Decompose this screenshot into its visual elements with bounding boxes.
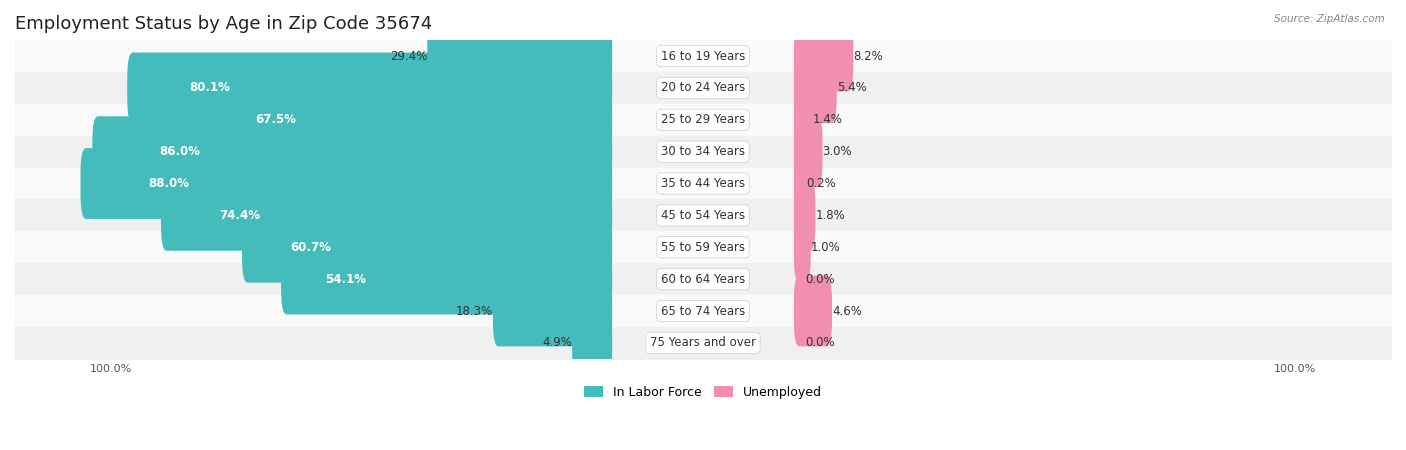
Text: 0.2%: 0.2% bbox=[806, 177, 835, 190]
Text: 16 to 19 Years: 16 to 19 Years bbox=[661, 50, 745, 63]
Text: 18.3%: 18.3% bbox=[456, 305, 494, 318]
Text: 30 to 34 Years: 30 to 34 Years bbox=[661, 145, 745, 158]
FancyBboxPatch shape bbox=[794, 85, 813, 155]
FancyBboxPatch shape bbox=[794, 212, 811, 283]
Text: 45 to 54 Years: 45 to 54 Years bbox=[661, 209, 745, 222]
FancyBboxPatch shape bbox=[794, 148, 806, 219]
Text: 1.4%: 1.4% bbox=[813, 113, 844, 126]
Bar bbox=[15, 167, 1391, 199]
Text: 0.0%: 0.0% bbox=[804, 273, 834, 286]
Text: 1.8%: 1.8% bbox=[815, 209, 845, 222]
Bar bbox=[15, 40, 1391, 72]
Text: Employment Status by Age in Zip Code 35674: Employment Status by Age in Zip Code 356… bbox=[15, 15, 432, 33]
Bar bbox=[15, 327, 1391, 359]
FancyBboxPatch shape bbox=[572, 307, 612, 378]
Text: 4.6%: 4.6% bbox=[832, 305, 862, 318]
Text: 0.0%: 0.0% bbox=[804, 337, 834, 349]
Text: 4.9%: 4.9% bbox=[543, 337, 572, 349]
Text: 8.2%: 8.2% bbox=[853, 50, 883, 63]
Bar bbox=[15, 104, 1391, 136]
Bar bbox=[15, 72, 1391, 104]
FancyBboxPatch shape bbox=[242, 212, 612, 283]
Legend: In Labor Force, Unemployed: In Labor Force, Unemployed bbox=[579, 381, 827, 404]
FancyBboxPatch shape bbox=[794, 116, 823, 187]
Text: 86.0%: 86.0% bbox=[159, 145, 200, 158]
FancyBboxPatch shape bbox=[794, 21, 853, 91]
Bar bbox=[15, 263, 1391, 295]
FancyBboxPatch shape bbox=[794, 276, 832, 346]
Text: 60 to 64 Years: 60 to 64 Years bbox=[661, 273, 745, 286]
FancyBboxPatch shape bbox=[494, 276, 612, 346]
FancyBboxPatch shape bbox=[93, 116, 612, 187]
Bar bbox=[15, 199, 1391, 231]
FancyBboxPatch shape bbox=[127, 53, 612, 123]
FancyBboxPatch shape bbox=[281, 244, 612, 315]
Text: 74.4%: 74.4% bbox=[219, 209, 260, 222]
FancyBboxPatch shape bbox=[794, 180, 815, 251]
FancyBboxPatch shape bbox=[794, 53, 837, 123]
Bar bbox=[15, 231, 1391, 263]
FancyBboxPatch shape bbox=[160, 180, 612, 251]
Text: 67.5%: 67.5% bbox=[256, 113, 297, 126]
Text: 35 to 44 Years: 35 to 44 Years bbox=[661, 177, 745, 190]
Text: 1.0%: 1.0% bbox=[811, 241, 841, 254]
Text: 55 to 59 Years: 55 to 59 Years bbox=[661, 241, 745, 254]
Text: 60.7%: 60.7% bbox=[291, 241, 332, 254]
Text: 80.1%: 80.1% bbox=[190, 81, 231, 94]
FancyBboxPatch shape bbox=[427, 21, 612, 91]
Text: 5.4%: 5.4% bbox=[837, 81, 866, 94]
Text: Source: ZipAtlas.com: Source: ZipAtlas.com bbox=[1274, 14, 1385, 23]
Text: 75 Years and over: 75 Years and over bbox=[650, 337, 756, 349]
Bar bbox=[15, 295, 1391, 327]
Text: 3.0%: 3.0% bbox=[823, 145, 852, 158]
FancyBboxPatch shape bbox=[202, 85, 612, 155]
Text: 25 to 29 Years: 25 to 29 Years bbox=[661, 113, 745, 126]
Text: 65 to 74 Years: 65 to 74 Years bbox=[661, 305, 745, 318]
Bar bbox=[15, 136, 1391, 167]
FancyBboxPatch shape bbox=[80, 148, 612, 219]
Text: 54.1%: 54.1% bbox=[325, 273, 366, 286]
Text: 88.0%: 88.0% bbox=[149, 177, 190, 190]
Text: 29.4%: 29.4% bbox=[389, 50, 427, 63]
Text: 20 to 24 Years: 20 to 24 Years bbox=[661, 81, 745, 94]
